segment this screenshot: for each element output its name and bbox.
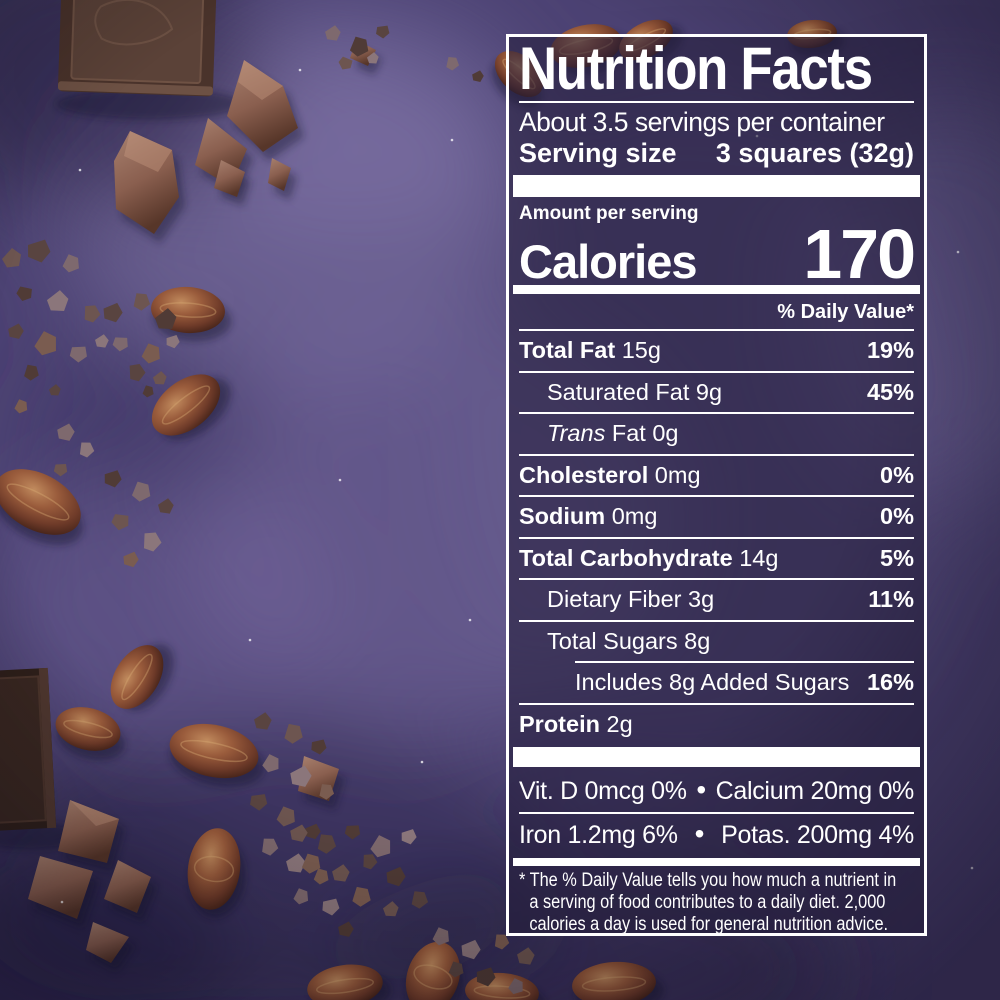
calories-row: Calories 170 [519,215,916,293]
nutrient-row-trans-fat: Trans Fat 0g [519,412,914,454]
bullet-separator-icon: • [694,818,705,849]
nutrition-facts-label: Nutrition Facts About 3.5 servings per c… [506,34,927,936]
daily-value-footnote: * The % Daily Value tells you how much a… [519,870,897,935]
nutrient-row-dietary-fiber: Dietary Fiber 3g 11% [519,578,914,620]
daily-value-percent: 0% [880,461,914,488]
thick-divider-bar [513,747,920,767]
micronutrient-left: Vit. D 0mcg 0% [519,777,687,805]
nutrient-name: Includes 8g Added Sugars [575,669,850,695]
nutrient-name: Total Carbohydrate 14g [519,544,779,571]
daily-value-percent: 19% [866,337,914,363]
micronutrient-row-iron-potassium: Iron 1.2mg 6% • Potas. 200mg 4% [519,812,914,856]
daily-value-percent: 11% [868,586,914,612]
nutrient-name: Total Sugars 8g [547,627,711,654]
nutrient-row-protein: Protein 2g [519,702,914,745]
micronutrient-row-vitd-calcium: Vit. D 0mcg 0% • Calcium 20mg 0% [519,770,914,812]
daily-value-percent: 0% [880,503,914,529]
micronutrient-right: Potas. 200mg 4% [721,821,914,849]
nutrient-row-total-fat: Total Fat 15g 19% [519,329,914,371]
thick-divider-bar [513,175,920,197]
nutrient-row-total-sugars: Total Sugars 8g [519,619,914,662]
nutrient-row-added-sugars: Includes 8g Added Sugars 16% [519,661,914,703]
nutrient-name: Cholesterol 0mg [519,461,701,488]
serving-size-row: Serving size 3 squares (32g) [519,137,914,173]
nutrient-name: Sodium 0mg [519,503,658,529]
servings-per-container: About 3.5 servings per container [519,107,885,137]
nutrient-name: Protein 2g [519,710,633,737]
daily-value-header: % Daily Value* [777,301,914,323]
nutrient-row-total-carbohydrate: Total Carbohydrate 14g 5% [519,536,914,579]
micronutrient-right: Calcium 20mg 0% [715,777,915,805]
serving-size-label: Serving size [519,138,677,168]
calories-label: Calories [519,235,697,288]
amount-per-serving: Amount per serving [519,203,699,224]
nutrient-name: Total Fat 15g [519,337,661,363]
bullet-separator-icon: • [696,774,706,805]
nutrient-name: Saturated Fat 9g [547,378,723,405]
label-title: Nutrition Facts [519,37,914,103]
calories-value: 170 [803,215,916,293]
serving-size-value: 3 squares (32g) [715,138,914,168]
micronutrient-left: Iron 1.2mg 6% [519,821,678,849]
nutrient-row-saturated-fat: Saturated Fat 9g 45% [519,370,914,413]
daily-value-percent: 16% [866,669,914,695]
medium-divider-bar [513,858,920,866]
nutrient-row-sodium: Sodium 0mg 0% [519,495,914,537]
nutrient-name: Trans Fat 0g [547,420,679,446]
nutrient-row-cholesterol: Cholesterol 0mg 0% [519,453,914,496]
nutrient-name: Dietary Fiber 3g [547,586,715,612]
daily-value-percent: 5% [880,544,914,571]
daily-value-percent: 45% [866,378,914,405]
medium-divider-bar [513,285,920,294]
